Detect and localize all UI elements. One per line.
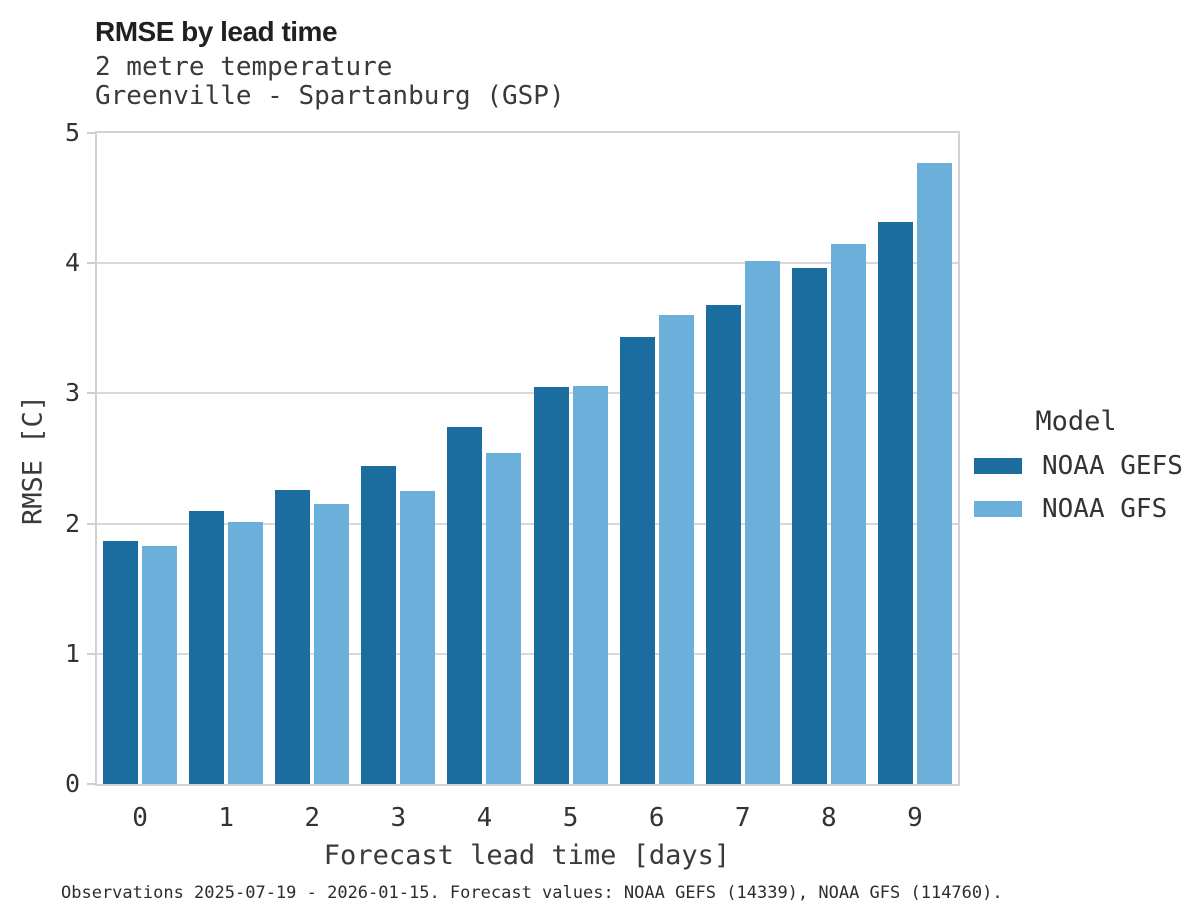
gridline-y-3 xyxy=(97,392,958,395)
bar-noaa-gefs-lead-8 xyxy=(791,268,827,784)
bar-noaa-gefs-lead-9 xyxy=(877,221,913,784)
y-axis-tick-label-0: 0 xyxy=(64,769,80,798)
bar-noaa-gefs-lead-1 xyxy=(189,510,225,784)
bar-noaa-gfs-lead-5 xyxy=(572,385,608,784)
y-axis-tick-label-5: 5 xyxy=(64,118,80,147)
bar-noaa-gfs-lead-6 xyxy=(658,315,694,784)
y-axis-tick-label-1: 1 xyxy=(64,638,80,668)
bar-noaa-gefs-lead-7 xyxy=(705,304,741,784)
y-axis-tick-0 xyxy=(87,783,95,785)
y-axis-tick-2 xyxy=(87,522,95,525)
y-axis-tick-4 xyxy=(87,262,95,265)
bar-noaa-gefs-lead-6 xyxy=(619,337,655,784)
footer-caption: Observations 2025-07-19 - 2026-01-15. Fo… xyxy=(61,883,1003,903)
bar-noaa-gfs-lead-3 xyxy=(400,491,436,784)
y-axis-title: RMSE [C] xyxy=(17,394,49,526)
bar-noaa-gefs-lead-2 xyxy=(275,489,311,784)
bar-noaa-gfs-lead-2 xyxy=(314,504,350,784)
bar-noaa-gfs-lead-7 xyxy=(744,260,780,784)
x-axis-tick-label-8: 8 xyxy=(821,803,837,833)
x-axis-tick-label-7: 7 xyxy=(734,803,751,833)
bar-noaa-gefs-lead-3 xyxy=(361,466,397,784)
legend-title: Model xyxy=(1035,406,1117,437)
x-axis-tick-label-5: 5 xyxy=(562,803,579,833)
gridline-y-1 xyxy=(97,652,958,655)
x-axis-tick-label-2: 2 xyxy=(304,803,321,833)
legend-swatch-noaa-gefs xyxy=(974,458,1022,474)
gridline-y-4 xyxy=(97,262,958,265)
x-axis-tick-label-4: 4 xyxy=(476,803,493,833)
x-axis-tick-label-6: 6 xyxy=(648,803,665,833)
chart-subtitle-variable: 2 metre temperature xyxy=(95,52,393,82)
y-axis-tick-3 xyxy=(87,392,95,395)
legend-item-noaa-gfs: NOAA GFS xyxy=(962,494,1190,524)
bar-noaa-gefs-lead-0 xyxy=(103,540,139,784)
bar-noaa-gfs-lead-0 xyxy=(142,545,178,784)
legend-swatch-noaa-gfs xyxy=(974,501,1022,517)
x-axis-tick-label-0: 0 xyxy=(132,803,148,833)
bar-noaa-gefs-lead-5 xyxy=(533,386,569,784)
y-axis-tick-1 xyxy=(87,652,95,655)
legend-item-noaa-gefs: NOAA GEFS xyxy=(962,451,1190,481)
gridline-y-2 xyxy=(97,522,958,525)
legend: Model NOAA GEFS NOAA GFS xyxy=(962,406,1190,537)
bar-noaa-gfs-lead-1 xyxy=(228,522,264,784)
legend-label: NOAA GEFS xyxy=(1042,451,1183,481)
bar-noaa-gfs-lead-8 xyxy=(830,243,866,784)
bar-noaa-gfs-lead-4 xyxy=(486,453,522,784)
x-axis-tick-label-9: 9 xyxy=(907,803,923,833)
x-axis-tick-label-1: 1 xyxy=(218,803,234,833)
chart-subtitle-location: Greenville - Spartanburg (GSP) xyxy=(95,81,565,111)
x-axis-tick-label-3: 3 xyxy=(390,803,407,833)
legend-label: NOAA GFS xyxy=(1042,494,1168,524)
y-axis-tick-label-3: 3 xyxy=(64,378,80,408)
x-axis-title: Forecast lead time [days] xyxy=(323,840,731,871)
bar-noaa-gefs-lead-4 xyxy=(447,427,483,784)
y-axis-tick-label-4: 4 xyxy=(64,248,80,278)
y-axis-tick-label-2: 2 xyxy=(64,508,80,538)
plot-area xyxy=(95,131,960,786)
y-axis-tick-5 xyxy=(87,132,95,134)
chart-title: RMSE by lead time xyxy=(95,16,338,47)
bar-noaa-gfs-lead-9 xyxy=(916,162,952,784)
